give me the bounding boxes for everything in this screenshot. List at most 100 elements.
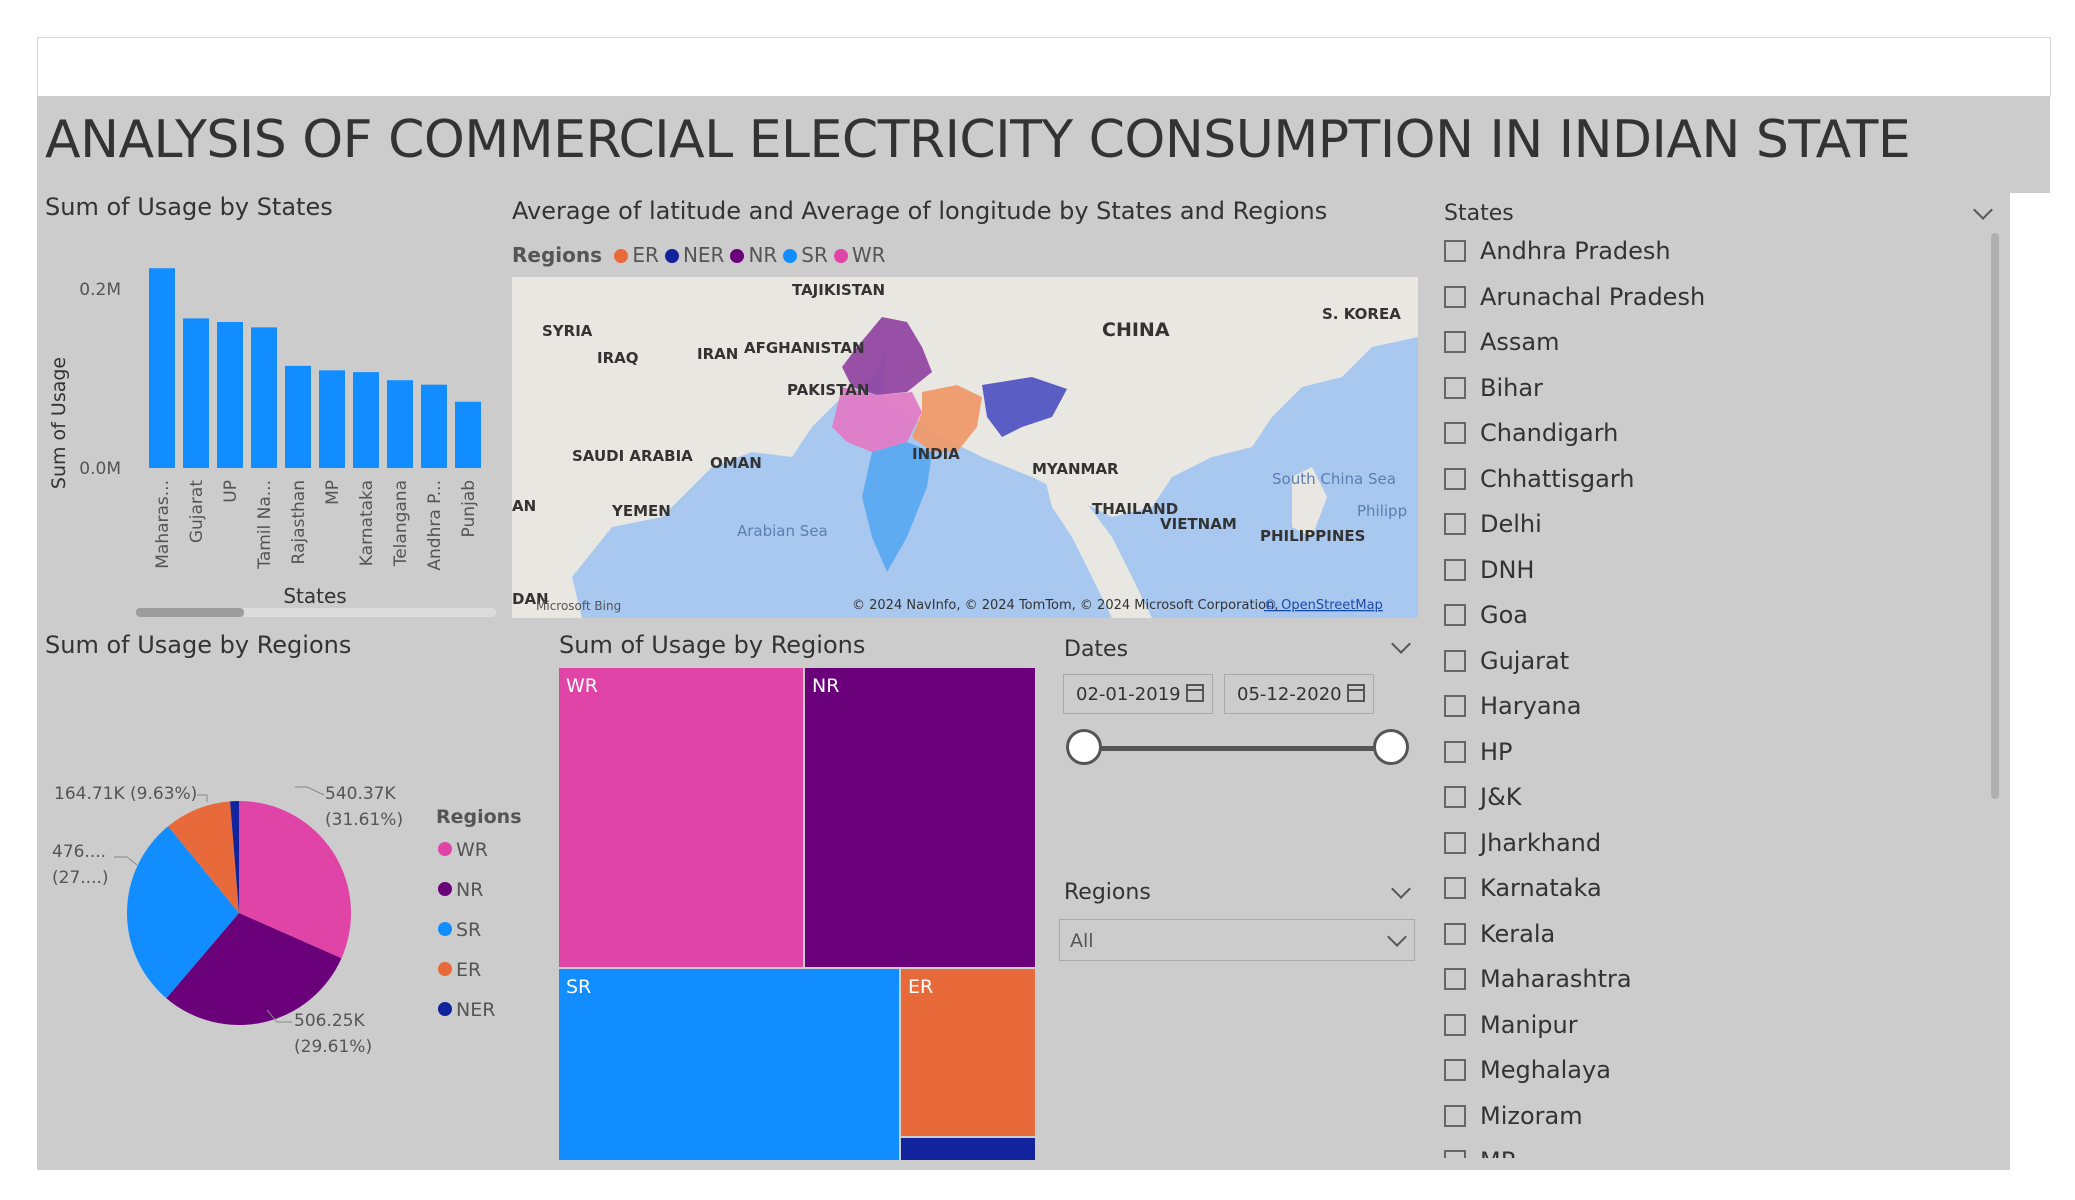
- chevron-down-icon[interactable]: [1391, 879, 1411, 899]
- checkbox[interactable]: [1444, 1150, 1466, 1158]
- checkbox[interactable]: [1444, 1059, 1466, 1081]
- bar[interactable]: [387, 380, 413, 468]
- checkbox[interactable]: [1444, 695, 1466, 717]
- state-option[interactable]: Karnataka: [1444, 870, 1602, 906]
- checkbox[interactable]: [1444, 286, 1466, 308]
- checkbox[interactable]: [1444, 786, 1466, 808]
- state-option[interactable]: Assam: [1444, 324, 1560, 360]
- state-option[interactable]: Maharashtra: [1444, 961, 1632, 997]
- state-option[interactable]: HP: [1444, 734, 1513, 770]
- bar[interactable]: [455, 402, 481, 468]
- treemap-tile-er[interactable]: ER: [901, 969, 1035, 1136]
- date-range-track[interactable]: [1086, 746, 1391, 751]
- checkbox[interactable]: [1444, 331, 1466, 353]
- state-option[interactable]: Chhattisgarh: [1444, 461, 1634, 497]
- regions-slicer[interactable]: Regions All: [1050, 872, 1425, 982]
- state-option[interactable]: Chandigarh: [1444, 415, 1618, 451]
- pie-legend-label[interactable]: WR: [456, 839, 488, 861]
- checkbox[interactable]: [1444, 923, 1466, 945]
- state-option[interactable]: Kerala: [1444, 916, 1555, 952]
- state-option[interactable]: Haryana: [1444, 688, 1581, 724]
- checkbox[interactable]: [1444, 240, 1466, 262]
- state-option-label: Karnataka: [1480, 874, 1602, 902]
- bar[interactable]: [319, 370, 345, 468]
- map-legend-item[interactable]: WR: [828, 243, 886, 267]
- dates-slicer[interactable]: Dates 02-01-2019 05-12-2020: [1050, 627, 1425, 867]
- bar[interactable]: [217, 322, 243, 468]
- map-place-label: AFGHANISTAN: [744, 339, 865, 357]
- pie-chart-visual[interactable]: Sum of Usage by Regions 540.37K (31.61%)…: [37, 627, 542, 1170]
- checkbox[interactable]: [1444, 559, 1466, 581]
- bar[interactable]: [149, 268, 175, 468]
- state-option[interactable]: Mizoram: [1444, 1098, 1583, 1134]
- pie-legend-label[interactable]: SR: [456, 919, 481, 941]
- openstreetmap-link[interactable]: © OpenStreetMap: [1264, 598, 1383, 613]
- state-option[interactable]: Manipur: [1444, 1007, 1578, 1043]
- checkbox[interactable]: [1444, 422, 1466, 444]
- state-option[interactable]: Andhra Pradesh: [1444, 233, 1671, 269]
- state-option-label: Kerala: [1480, 920, 1555, 948]
- state-option[interactable]: J&K: [1444, 779, 1522, 815]
- vertical-scrollbar-thumb[interactable]: [1991, 233, 1999, 799]
- state-option-label: Bihar: [1480, 374, 1543, 402]
- bar-chart-visual[interactable]: Sum of Usage by States Sum of Usage Stat…: [37, 193, 502, 625]
- bar[interactable]: [421, 385, 447, 468]
- state-option[interactable]: Delhi: [1444, 506, 1542, 542]
- chevron-down-icon[interactable]: [1391, 634, 1411, 654]
- treemap-tile-sr[interactable]: SR: [559, 969, 899, 1160]
- state-option[interactable]: DNH: [1444, 552, 1534, 588]
- state-option[interactable]: MP: [1444, 1143, 1515, 1158]
- map-legend-item[interactable]: ER: [608, 243, 659, 267]
- chevron-down-icon[interactable]: [1973, 200, 1993, 220]
- horizontal-scrollbar-thumb[interactable]: [136, 608, 244, 617]
- calendar-icon[interactable]: [1186, 684, 1204, 702]
- map-visual[interactable]: Average of latitude and Average of longi…: [505, 193, 1425, 625]
- checkbox[interactable]: [1444, 377, 1466, 399]
- calendar-icon[interactable]: [1347, 684, 1365, 702]
- end-date-input[interactable]: 05-12-2020: [1224, 674, 1374, 714]
- pie-legend-label[interactable]: ER: [456, 959, 481, 981]
- checkbox[interactable]: [1444, 741, 1466, 763]
- state-option[interactable]: Meghalaya: [1444, 1052, 1611, 1088]
- checkbox[interactable]: [1444, 604, 1466, 626]
- legend-dot-icon: [438, 882, 452, 896]
- regions-dropdown-value: All: [1070, 930, 1094, 952]
- map-legend-item[interactable]: NER: [659, 243, 725, 267]
- state-option-label: J&K: [1480, 783, 1522, 811]
- state-option[interactable]: Arunachal Pradesh: [1444, 279, 1705, 315]
- treemap-visual[interactable]: Sum of Usage by Regions WR NR SR ER: [555, 627, 1045, 1170]
- checkbox[interactable]: [1444, 468, 1466, 490]
- checkbox[interactable]: [1444, 650, 1466, 672]
- checkbox[interactable]: [1444, 513, 1466, 535]
- bar[interactable]: [183, 318, 209, 468]
- treemap-tile-wr[interactable]: WR: [559, 668, 803, 967]
- treemap-tile-ner[interactable]: [901, 1138, 1035, 1160]
- start-date-input[interactable]: 02-01-2019: [1063, 674, 1213, 714]
- state-option[interactable]: Goa: [1444, 597, 1528, 633]
- treemap-tile-nr[interactable]: NR: [805, 668, 1035, 967]
- bar[interactable]: [285, 366, 311, 468]
- date-range-end-handle[interactable]: [1373, 729, 1409, 765]
- x-tick-label: Telangana: [391, 480, 411, 567]
- checkbox[interactable]: [1444, 1014, 1466, 1036]
- map-legend-label: NER: [683, 243, 725, 267]
- regions-dropdown[interactable]: All: [1059, 919, 1415, 961]
- map-legend-item[interactable]: NR: [724, 243, 777, 267]
- map-place-label: PAKISTAN: [787, 381, 869, 399]
- checkbox[interactable]: [1444, 832, 1466, 854]
- checkbox[interactable]: [1444, 968, 1466, 990]
- state-option[interactable]: Bihar: [1444, 370, 1543, 406]
- bar[interactable]: [251, 327, 277, 468]
- state-option[interactable]: Gujarat: [1444, 643, 1569, 679]
- date-range-start-handle[interactable]: [1066, 729, 1102, 765]
- pie-label-wr-pct: (31.61%): [325, 810, 403, 830]
- map-canvas[interactable]: TAJIKISTAN SYRIA IRAQ IRAN AFGHANISTAN CHINA S…: [512, 277, 1418, 618]
- checkbox[interactable]: [1444, 1105, 1466, 1127]
- pie-legend-label[interactable]: NR: [456, 879, 483, 901]
- bar[interactable]: [353, 372, 379, 468]
- map-legend-item[interactable]: SR: [777, 243, 828, 267]
- pie-legend-label[interactable]: NER: [456, 999, 495, 1021]
- checkbox[interactable]: [1444, 877, 1466, 899]
- states-slicer[interactable]: States Andhra Pradesh Arunachal Pradesh As…: [1430, 193, 2010, 1170]
- state-option[interactable]: Jharkhand: [1444, 825, 1601, 861]
